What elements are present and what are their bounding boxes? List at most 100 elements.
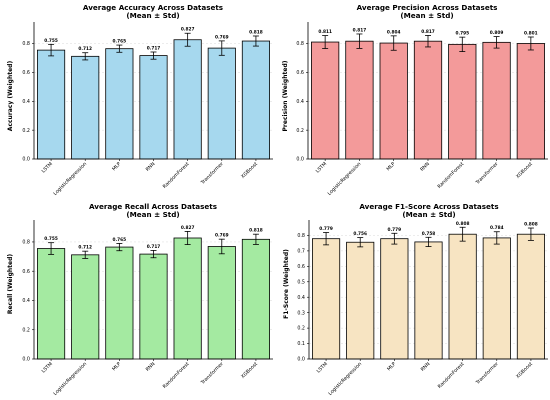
- recall-chart: Average Recall Across Datasets (Mean ± S…: [7, 202, 273, 397]
- y-tick-label: 0.2: [296, 128, 304, 134]
- bar: [71, 254, 100, 360]
- bar: [380, 238, 409, 360]
- chart-subtitle: (Mean ± Std): [126, 11, 179, 20]
- x-tick-label: RNN: [145, 361, 157, 373]
- bar: [173, 39, 202, 160]
- data-label: 0.712: [78, 46, 92, 52]
- x-tick-label: Transformer: [474, 161, 499, 186]
- data-label: 0.818: [249, 29, 263, 35]
- bar: [139, 55, 168, 160]
- x-tick-label: LSTM: [315, 161, 328, 174]
- y-tick-label: 0.0: [22, 157, 30, 163]
- x-tick-label: XGBoost: [515, 361, 534, 380]
- bars: 0.755 0.712 0.765 0.717 0.827 0.769 0.818: [37, 27, 270, 160]
- x-tick-label: RandomForest: [162, 161, 191, 190]
- data-label: 0.808: [456, 221, 470, 227]
- x-tick-label: RandomForest: [436, 161, 465, 190]
- bar: [71, 55, 100, 160]
- y-axis-label: Recall (Weighted): [7, 254, 14, 315]
- y-tick-label: 0.4: [22, 298, 30, 304]
- x-tick-label: MLP: [386, 161, 397, 172]
- y-tick-label: 0.3: [297, 310, 305, 316]
- y-tick-label: 0.6: [296, 70, 304, 76]
- bar: [241, 40, 270, 160]
- data-label: 0.755: [44, 38, 58, 44]
- x-tick-label: RNN: [145, 161, 157, 173]
- x-tick-label: RandomForest: [437, 361, 466, 390]
- y-tick-label: 0.8: [297, 233, 305, 239]
- y-tick-label: 0.6: [22, 70, 30, 76]
- bar: [379, 42, 408, 160]
- data-label: 0.795: [455, 31, 469, 37]
- chart-title: Average Precision Across Datasets: [357, 3, 498, 12]
- bar: [482, 41, 511, 160]
- y-tick-label: 0.2: [297, 326, 305, 332]
- chart-subtitle: (Mean ± Std): [400, 11, 453, 20]
- bar: [448, 43, 477, 160]
- y-tick-label: 0.2: [22, 327, 30, 333]
- bar: [414, 241, 443, 360]
- data-label: 0.811: [318, 29, 332, 35]
- x-tick-label: MLP: [111, 361, 122, 372]
- data-label: 0.827: [181, 27, 195, 33]
- bar: [345, 40, 374, 160]
- x-tick-label: MLP: [386, 361, 397, 372]
- bar: [139, 253, 168, 360]
- bar: [482, 237, 511, 360]
- bar: [241, 238, 270, 360]
- y-tick-label: 0.8: [22, 41, 30, 47]
- y-tick-label: 0.5: [297, 279, 305, 285]
- x-tick-label: MLP: [111, 161, 122, 172]
- y-tick-label: 0.8: [296, 41, 304, 47]
- bar: [516, 43, 545, 160]
- x-tick-label: LogisticRegression: [327, 361, 363, 397]
- y-axis-label: F1-Score (Weighted): [283, 249, 290, 319]
- data-label: 0.765: [113, 39, 127, 45]
- x-tick-label: RNN: [420, 361, 432, 373]
- bar: [312, 238, 341, 360]
- bar: [37, 248, 66, 360]
- data-label: 0.817: [421, 29, 435, 35]
- data-label: 0.765: [113, 237, 127, 243]
- data-label: 0.804: [387, 29, 401, 35]
- chart-subtitle: (Mean ± Std): [402, 210, 455, 219]
- data-label: 0.817: [353, 27, 367, 33]
- bar: [37, 49, 66, 160]
- y-tick-label: 0.1: [297, 341, 305, 347]
- accuracy-chart: Average Accuracy Across Datasets (Mean ±…: [7, 3, 273, 197]
- chart-title: Average F1-Score Across Datasets: [359, 202, 498, 211]
- f1-score-chart: Average F1-Score Across Datasets (Mean ±…: [283, 202, 548, 397]
- x-tick-label: RNN: [419, 161, 431, 173]
- x-tick-label: LogisticRegression: [52, 161, 88, 197]
- data-label: 0.717: [147, 244, 161, 250]
- bar: [448, 233, 477, 360]
- y-tick-label: 0.0: [22, 357, 30, 363]
- y-tick-label: 0.6: [297, 264, 305, 270]
- x-tick-label: LSTM: [41, 361, 54, 374]
- y-tick-label: 0.0: [297, 357, 305, 363]
- data-label: 0.717: [147, 45, 161, 51]
- bar: [346, 241, 375, 360]
- bar: [207, 47, 236, 160]
- data-label: 0.769: [215, 233, 229, 239]
- data-label: 0.784: [490, 225, 504, 231]
- x-tick-label: RandomForest: [162, 361, 191, 390]
- precision-chart: Average Precision Across Datasets (Mean …: [282, 3, 548, 197]
- bar: [173, 237, 202, 360]
- x-tick-label: LogisticRegression: [52, 361, 88, 397]
- data-label: 0.808: [524, 222, 538, 228]
- bars: 0.755 0.712 0.765 0.717 0.827 0.769 0.818: [37, 225, 270, 360]
- bars: 0.811 0.817 0.804 0.817 0.795 0.809 0.801: [311, 27, 545, 160]
- x-tick-label: XGBoost: [240, 161, 259, 180]
- data-label: 0.779: [388, 227, 402, 233]
- bar: [413, 40, 443, 160]
- y-tick-label: 0.4: [297, 295, 305, 301]
- data-label: 0.809: [490, 30, 504, 36]
- bars: 0.779 0.756 0.779 0.758 0.808 0.784 0.808: [312, 221, 545, 360]
- x-tick-label: LSTM: [41, 161, 54, 174]
- y-tick-label: 0.4: [296, 99, 304, 105]
- chart-title: Average Recall Across Datasets: [89, 202, 217, 211]
- data-label: 0.818: [249, 228, 263, 234]
- chart-title: Average Accuracy Across Datasets: [83, 3, 223, 12]
